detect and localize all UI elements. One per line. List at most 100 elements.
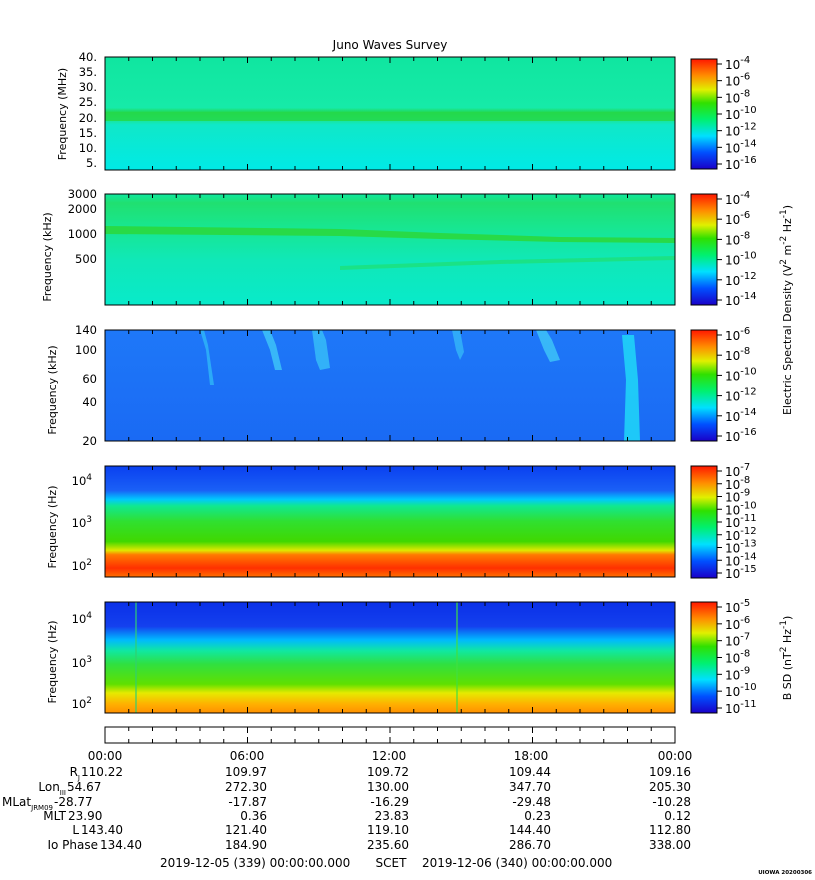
band-21mhz (105, 112, 675, 121)
colorbar-tick-label: 10-10 (725, 251, 757, 268)
spectrogram-3 (105, 330, 675, 441)
colorbar-tick-label: 10-14 (725, 138, 757, 155)
burst (536, 330, 560, 362)
time-tick-label: 00:00 (658, 749, 693, 763)
panel-1: 40. 35. 30. 25. 20. 15. 10. 5. Frequency… (56, 50, 718, 171)
ephemeris-value: -17.87 (228, 795, 267, 809)
ephemeris-value: 23.83 (375, 809, 409, 823)
colorbar-tick-label: 10-14 (725, 291, 757, 308)
burst-strong (622, 335, 640, 441)
p5-ytick: 104 (72, 611, 93, 626)
ephemeris-value: 184.90 (225, 838, 267, 852)
ephemeris-value: 0.12 (664, 809, 691, 823)
colorbar-tick-label: 10-16 (725, 427, 757, 444)
ephemeris-label: LonIII (38, 780, 66, 797)
p3-ytick: 60 (82, 372, 97, 386)
time-tick-label: 00:00 (88, 749, 123, 763)
p5-ylabel: Frequency (Hz) (46, 621, 59, 704)
colorbar-title-electric: Electric Spectral Density (V2 m-2 Hz-1) (779, 205, 794, 415)
ephemeris-value: 109.97 (225, 765, 267, 779)
p3-ytick: 40 (82, 395, 97, 409)
p1-ytick: 5. (86, 156, 97, 170)
time-tick-label: 18:00 (514, 749, 549, 763)
colorbar-tick-label: 10-8 (725, 230, 750, 247)
p3-ytick: 20 (82, 434, 97, 448)
ephemeris-label: Io Phase (47, 838, 98, 852)
colorbar-3 (690, 329, 718, 442)
ephemeris-value: 235.60 (367, 838, 409, 852)
ephemeris-value: 134.40 (100, 838, 142, 852)
colorbar-1 (690, 58, 718, 170)
ephemeris-value: -28.77 (54, 795, 93, 809)
p2-ylabel: Frequency (kHz) (41, 212, 54, 301)
colorbar-tick-label: 10-10 (725, 105, 757, 122)
colorbar-tick-label: 10-12 (725, 271, 757, 288)
colorbar-tick-label: 10-13 (725, 539, 757, 556)
p1-ytick: 15. (79, 126, 97, 140)
axis-ticks (104, 57, 676, 743)
ephemeris-value: 286.70 (509, 838, 551, 852)
ephemeris-label: MLT (43, 809, 66, 823)
p1-ytick: 25. (79, 95, 97, 109)
colorbar-title-magnetic: B SD (nT2 Hz-1) (779, 616, 794, 701)
panel-5: 104 103 102 Frequency (Hz) (46, 601, 718, 714)
ephemeris-value: 109.44 (509, 765, 551, 779)
ephemeris-value: 272.30 (225, 780, 267, 794)
ephemeris-value: 119.10 (367, 823, 409, 837)
p1-ytick: 35. (79, 65, 97, 79)
spectrogram-4 (105, 466, 675, 577)
colorbar-tick-labels: 10-410-610-810-1010-1210-1410-1610-410-6… (717, 55, 757, 716)
colorbar-tick-label: 10-5 (725, 598, 750, 615)
colorbar-tick-label: 10-11 (725, 699, 757, 716)
ephemeris-value: 109.72 (367, 765, 409, 779)
p2-ytick: 1000 (68, 227, 97, 241)
colorbar-tick-label: 10-4 (725, 55, 750, 72)
p3-ytick: 140 (75, 323, 97, 337)
ephemeris-table: RJ 110.22 109.97 109.72 109.44 109.16 LonIII 54… (2, 765, 691, 852)
ephemeris-value: 347.70 (509, 780, 551, 794)
colorbar-tick-label: 10-10 (725, 500, 757, 517)
figure-title: Juno Waves Survey (332, 38, 448, 52)
ephemeris-value: 338.00 (649, 838, 691, 852)
ephemeris-value: 110.22 (81, 765, 123, 779)
colorbar-tick-label: 10-10 (725, 366, 757, 383)
colorbar-tick-label: 10-11 (725, 513, 757, 530)
stamp: UIOWA 20200306 (758, 870, 812, 876)
band-1000khz (105, 226, 675, 243)
colorbar-tick-label: 10-12 (725, 387, 757, 404)
ephemeris-value: 0.36 (240, 809, 267, 823)
p1-ylabel: Frequency (MHz) (56, 68, 69, 160)
ephemeris-value: 112.80 (649, 823, 691, 837)
colorbar-tick-label: 10-12 (725, 122, 757, 139)
ephemeris-value: 144.40 (509, 823, 551, 837)
colorbar-tick-label: 10-6 (725, 615, 750, 632)
spectrogram-5 (105, 602, 675, 713)
colorbar-tick-label: 10-8 (725, 475, 750, 492)
p4-ytick: 102 (72, 558, 92, 573)
p3-ytick: 100 (75, 343, 97, 357)
ephemeris-value: 205.30 (649, 780, 691, 794)
ephemeris-value: 130.00 (367, 780, 409, 794)
colorbar-tick-label: 10-16 (725, 155, 757, 172)
time-tick-label: 06:00 (230, 749, 265, 763)
time-tick-label: 12:00 (372, 749, 407, 763)
colorbar-tick-label: 10-8 (725, 88, 750, 105)
p4-ytick: 103 (72, 515, 92, 530)
ephemeris-value: -10.28 (652, 795, 691, 809)
colorbar-tick-label: 10-14 (725, 407, 757, 424)
colorbar-tick-label: 10-9 (725, 488, 750, 505)
footer-start: 2019-12-05 (339) 00:00:00.000 (160, 856, 350, 870)
colorbar-tick-label: 10-15 (725, 564, 757, 581)
colorbar-tick-label: 10-8 (725, 649, 750, 666)
burst (452, 330, 464, 360)
colorbar-tick-label: 10-9 (725, 665, 750, 682)
panel-2: 3000 2000 1000 500 Frequency (kHz) (41, 187, 718, 306)
p3-ylabel: Frequency (kHz) (46, 345, 59, 434)
ephemeris-value: 54.67 (67, 780, 101, 794)
p4-ytick: 104 (72, 473, 93, 488)
p1-ytick: 30. (79, 80, 97, 94)
ephemeris-label: MLatJRM09 (2, 795, 53, 812)
colorbar-tick-label: 10-8 (725, 346, 750, 363)
ephemeris-label: L (72, 823, 79, 837)
